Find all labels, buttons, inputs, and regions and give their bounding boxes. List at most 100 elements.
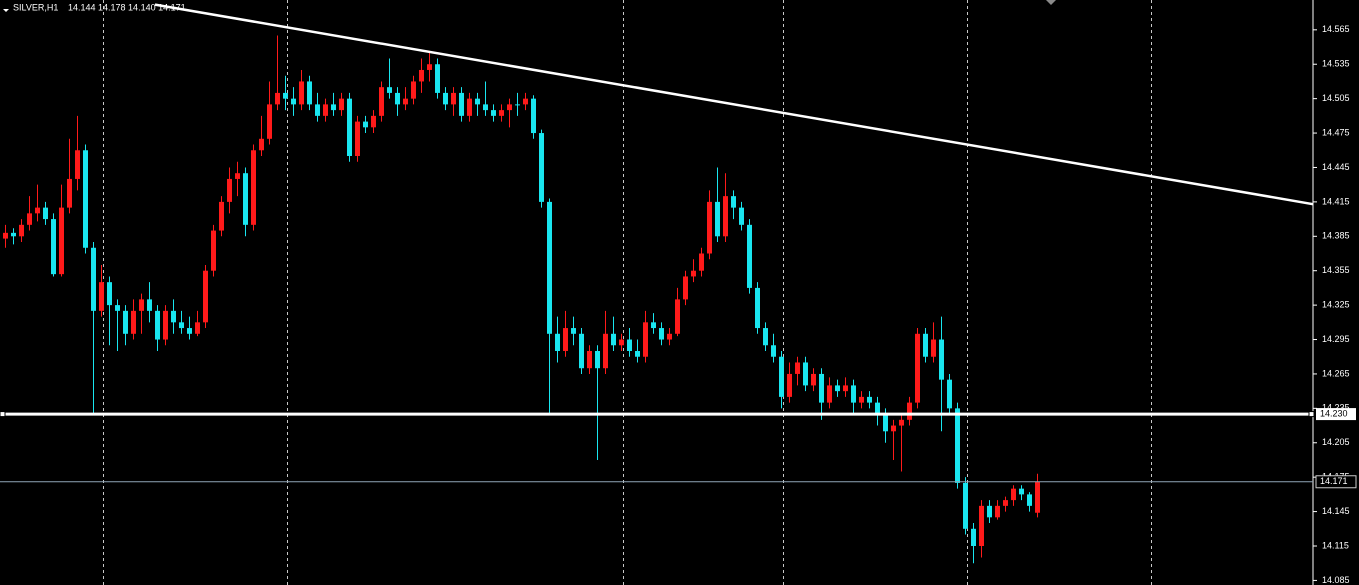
candle-body [171, 310, 176, 323]
candle-body [851, 385, 856, 403]
candle-body [731, 196, 736, 208]
candle-body [179, 322, 184, 329]
candle-body [131, 310, 136, 334]
candle-body [227, 178, 232, 202]
candle-body [979, 505, 984, 546]
candle-body [35, 207, 40, 214]
candle-body [475, 98, 480, 105]
candle-body [139, 299, 144, 311]
candle-body [1011, 488, 1016, 501]
candle-body [483, 104, 488, 111]
candle-body [267, 104, 272, 139]
candle-body [987, 505, 992, 518]
candle-body [891, 425, 896, 432]
candle-body [875, 402, 880, 415]
candle-body [603, 333, 608, 369]
candle-body [643, 322, 648, 357]
candle-body [27, 213, 32, 225]
candle-body [211, 230, 216, 271]
candle-body [955, 408, 960, 483]
candle-body [395, 92, 400, 105]
candle-body [747, 224, 752, 288]
candle-body [899, 419, 904, 426]
y-tick-label: 14.235 [1322, 403, 1350, 413]
candle-body [83, 150, 88, 248]
candle-body [19, 224, 24, 237]
candle-body [691, 270, 696, 277]
candle-body [971, 528, 976, 546]
candle-body [67, 178, 72, 208]
candle-body [515, 104, 520, 106]
y-tick-label: 14.295 [1322, 334, 1350, 344]
candle-body [771, 345, 776, 357]
candle-body [915, 333, 920, 403]
candle-body [507, 104, 512, 111]
y-tick-label: 14.535 [1322, 59, 1350, 69]
candle-body [611, 333, 616, 346]
candle-body [883, 414, 888, 432]
candle-body [243, 173, 248, 225]
candle-body [403, 98, 408, 105]
candle-body [723, 196, 728, 237]
candle-body [299, 81, 304, 105]
candle-body [43, 207, 48, 220]
candle-body [411, 81, 416, 99]
candle-body [75, 150, 80, 179]
candle-body [363, 121, 368, 128]
candle-body [115, 305, 120, 311]
candle-body [355, 121, 360, 156]
y-tick-label: 14.265 [1322, 368, 1350, 378]
candle-body [91, 247, 96, 311]
y-tick-label: 14.505 [1322, 93, 1350, 103]
y-tick-label: 14.415 [1322, 196, 1350, 206]
candle-body [427, 64, 432, 70]
candle-body [963, 482, 968, 529]
candle-body [307, 81, 312, 105]
y-tick-label: 14.565 [1322, 24, 1350, 34]
candle-body [1003, 500, 1008, 506]
price-tag-label: 14.171 [1320, 476, 1348, 486]
candle-body [667, 333, 672, 340]
line-anchor [1308, 411, 1315, 418]
y-tick-label: 14.115 [1322, 540, 1349, 550]
candle-body [683, 276, 688, 300]
candle-body [147, 299, 152, 311]
candle-body [467, 98, 472, 116]
candle-body [155, 310, 160, 340]
menu-arrow [3, 9, 9, 12]
candle-body [587, 351, 592, 369]
candle-body [763, 328, 768, 346]
candle-body [187, 328, 192, 334]
candle-body [827, 385, 832, 403]
candle-body [523, 98, 528, 105]
candle-body [251, 150, 256, 225]
candle-body [635, 351, 640, 357]
candle-body [339, 98, 344, 111]
candle-body [739, 207, 744, 225]
candle-body [51, 219, 56, 275]
candle-body [923, 333, 928, 357]
candle-body [491, 110, 496, 116]
candle-body [651, 322, 656, 329]
candle-body [315, 104, 320, 116]
candle-body [595, 351, 600, 369]
candle-body [387, 87, 392, 93]
shift-marker [1046, 0, 1056, 5]
candle-body [235, 173, 240, 179]
y-tick-label: 14.205 [1322, 437, 1350, 447]
candle-body [323, 104, 328, 116]
candle-body [3, 232, 8, 239]
candle-body [123, 310, 128, 334]
candle-body [627, 339, 632, 351]
candle-body [291, 98, 296, 105]
candle-body [1035, 481, 1040, 513]
candle-body [531, 98, 536, 134]
candle-body [939, 339, 944, 380]
candle-body [331, 104, 336, 111]
candle-body [11, 232, 16, 237]
candle-body [347, 98, 352, 156]
candle-body [707, 201, 712, 254]
candle-body [843, 385, 848, 392]
